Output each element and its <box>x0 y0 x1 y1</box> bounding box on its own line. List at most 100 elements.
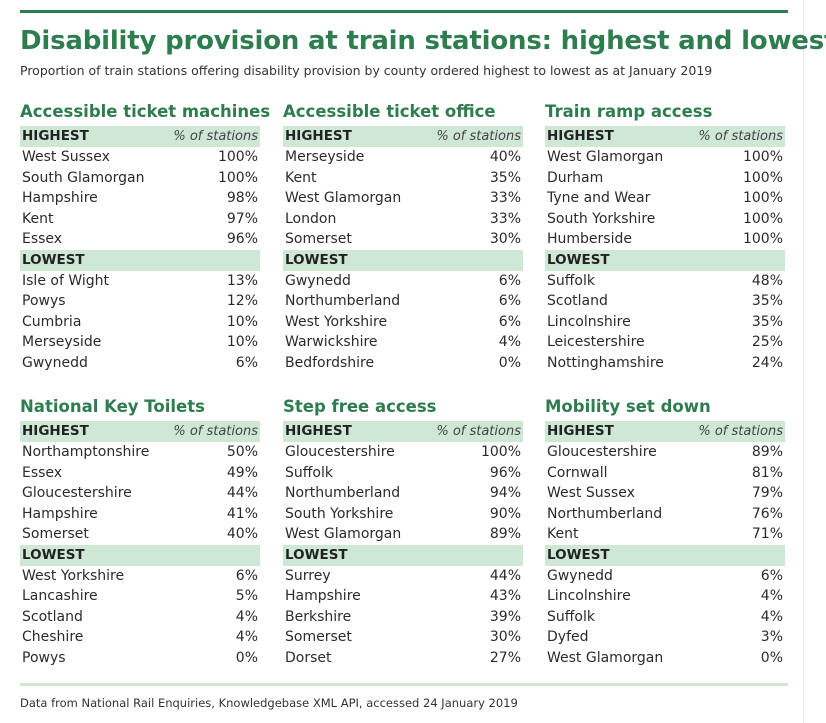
table-row: South Glamorgan 100% <box>20 168 260 189</box>
percent-value: 5% <box>235 588 258 604</box>
percent-value: 40% <box>226 526 258 542</box>
county-name: Somerset <box>285 629 352 645</box>
county-name: West Glamorgan <box>285 190 402 206</box>
percent-value: 6% <box>498 313 521 330</box>
table-row: West Sussex 79% <box>545 483 785 504</box>
table-row: West Glamorgan 33% <box>283 188 523 209</box>
group-label: LOWEST <box>547 546 610 563</box>
percent-column-header: % of stations <box>173 129 258 144</box>
county-name: Northumberland <box>285 293 401 309</box>
percent-value: 6% <box>235 567 258 584</box>
county-name: Merseyside <box>22 334 102 350</box>
percent-column-header: % of stations <box>698 129 783 144</box>
table-row: West Glamorgan 100% <box>545 147 785 168</box>
county-name: Hampshire <box>22 190 98 206</box>
group-label: HIGHEST <box>22 128 89 144</box>
percent-value: 50% <box>226 444 258 460</box>
section-table: Accessible ticket office HIGHEST % of stat… <box>283 98 523 373</box>
group-label: HIGHEST <box>285 128 352 144</box>
table-row: Somerset 30% <box>283 627 523 648</box>
county-name: London <box>285 210 337 227</box>
county-name: Kent <box>22 210 54 227</box>
table-row: Essex 96% <box>20 229 260 250</box>
percent-value: 4% <box>760 608 783 625</box>
table-row: Hampshire 41% <box>20 504 260 525</box>
lowest-header: LOWEST <box>283 544 523 566</box>
county-name: South Glamorgan <box>22 169 145 186</box>
percent-value: 48% <box>751 272 783 289</box>
county-name: Humberside <box>547 231 632 247</box>
highest-header: HIGHEST % of stations <box>545 126 785 147</box>
table-row: Merseyside 40% <box>283 147 523 168</box>
percent-value: 40% <box>489 149 521 165</box>
percent-value: 90% <box>489 505 521 522</box>
county-name: Gwynedd <box>547 567 613 584</box>
table-row: Scotland 4% <box>20 607 260 628</box>
percent-value: 97% <box>226 210 258 227</box>
percent-value: 0% <box>498 354 521 371</box>
percent-value: 43% <box>489 588 521 604</box>
table-row: Northumberland 76% <box>545 504 785 525</box>
group-label: LOWEST <box>547 251 610 268</box>
percent-column-header: % of stations <box>698 424 783 439</box>
table-row: Leicestershire 25% <box>545 332 785 353</box>
percent-value: 94% <box>489 485 521 501</box>
lowest-header: LOWEST <box>545 249 785 271</box>
section-title: Accessible ticket machines <box>20 102 271 121</box>
group-label: LOWEST <box>22 546 85 563</box>
percent-value: 96% <box>226 231 258 247</box>
percent-value: 100% <box>742 169 783 186</box>
section-title: Mobility set down <box>545 397 711 416</box>
highest-header: HIGHEST % of stations <box>20 126 260 147</box>
section-table: National Key Toilets HIGHEST % of stations… <box>20 393 260 668</box>
table-row: Hampshire 43% <box>283 586 523 607</box>
county-name: West Yorkshire <box>285 313 388 330</box>
table-row: Gwynedd 6% <box>545 566 785 587</box>
county-name: Gloucestershire <box>285 444 395 460</box>
section-title: Accessible ticket office <box>283 102 496 121</box>
percent-value: 100% <box>217 149 258 165</box>
source-note: Data from National Rail Enquiries, Knowl… <box>20 696 518 710</box>
county-name: Somerset <box>22 526 89 542</box>
table-row: Kent 35% <box>283 168 523 189</box>
table-row: Bedfordshire 0% <box>283 353 523 374</box>
percent-value: 35% <box>751 313 783 330</box>
table-row: Hampshire 98% <box>20 188 260 209</box>
county-name: Northamptonshire <box>22 444 150 460</box>
section-table: Train ramp access HIGHEST % of stations Wes… <box>545 98 785 373</box>
percent-value: 39% <box>489 608 521 625</box>
table-row: Northumberland 94% <box>283 483 523 504</box>
section-table: Mobility set down HIGHEST % of stations Glo… <box>545 393 785 668</box>
table-row: London 33% <box>283 209 523 230</box>
percent-value: 100% <box>742 231 783 247</box>
percent-value: 30% <box>489 231 521 247</box>
percent-column-header: % of stations <box>173 424 258 439</box>
percent-value: 6% <box>760 567 783 584</box>
percent-value: 41% <box>226 505 258 522</box>
section-table: Step free access HIGHEST % of stations Glou… <box>283 393 523 668</box>
table-row: Gloucestershire 100% <box>283 442 523 463</box>
county-name: Scotland <box>547 293 608 309</box>
percent-value: 6% <box>235 354 258 371</box>
county-name: Somerset <box>285 231 352 247</box>
county-name: Suffolk <box>547 272 595 289</box>
percent-value: 96% <box>489 464 521 481</box>
table-row: West Glamorgan 89% <box>283 524 523 545</box>
table-row: Suffolk 4% <box>545 607 785 628</box>
table-row: Warwickshire 4% <box>283 332 523 353</box>
section-title: Train ramp access <box>545 102 713 121</box>
table-row: Berkshire 39% <box>283 607 523 628</box>
group-label: LOWEST <box>285 251 348 268</box>
table-row: Merseyside 10% <box>20 332 260 353</box>
county-name: Merseyside <box>285 149 365 165</box>
percent-value: 35% <box>751 293 783 309</box>
percent-value: 6% <box>498 293 521 309</box>
county-name: Gloucestershire <box>547 444 657 460</box>
percent-value: 12% <box>226 293 258 309</box>
county-name: Essex <box>22 464 63 481</box>
county-name: Nottinghamshire <box>547 354 664 371</box>
percent-value: 30% <box>489 629 521 645</box>
highest-header: HIGHEST % of stations <box>283 126 523 147</box>
county-name: Leicestershire <box>547 334 645 350</box>
county-name: Cumbria <box>22 313 82 330</box>
